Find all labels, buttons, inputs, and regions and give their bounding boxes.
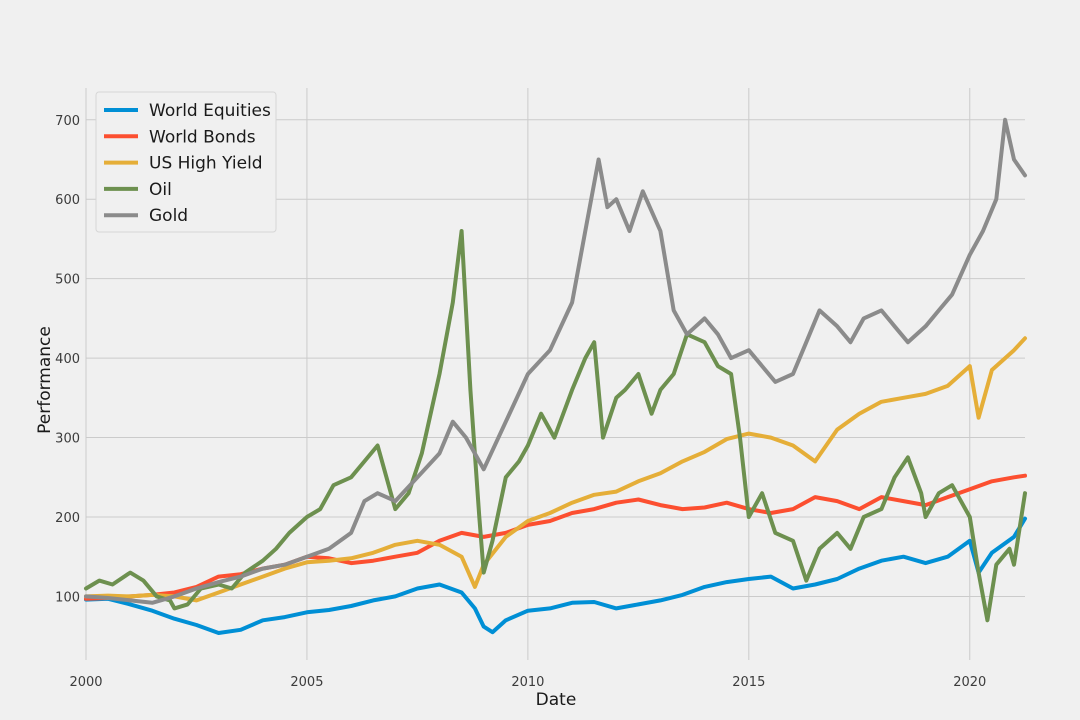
series-line-oil bbox=[84, 229, 1027, 623]
y-tick-label-500: 500 bbox=[55, 273, 80, 288]
y-tick-label-300: 300 bbox=[55, 432, 80, 447]
legend-label-gold: Gold bbox=[149, 206, 188, 226]
x-axis-label: Date bbox=[536, 690, 577, 710]
y-tick-label-600: 600 bbox=[55, 193, 80, 208]
x-tick-label-2020: 2020 bbox=[953, 675, 986, 690]
series-lines bbox=[84, 117, 1027, 635]
series-line-world-equities bbox=[84, 516, 1027, 635]
legend-label-us-high-yield: US High Yield bbox=[149, 154, 263, 174]
legend-label-world-equities: World Equities bbox=[149, 101, 271, 121]
y-axis-ticks: 100 200 300 400 500 600 700 bbox=[55, 114, 80, 606]
x-tick-label-2005: 2005 bbox=[290, 675, 323, 690]
x-tick-label-2000: 2000 bbox=[69, 675, 102, 690]
x-axis-ticks: 2000 2005 2010 2015 2020 bbox=[69, 675, 986, 690]
y-tick-label-700: 700 bbox=[55, 114, 80, 129]
legend-label-oil: Oil bbox=[149, 180, 172, 200]
legend: World Equities World Bonds US High Yield Oi… bbox=[95, 91, 277, 233]
legend-box bbox=[95, 91, 277, 233]
x-tick-label-2015: 2015 bbox=[732, 675, 765, 690]
y-tick-label-400: 400 bbox=[55, 352, 80, 367]
series-line-us-high-yield bbox=[84, 336, 1027, 603]
legend-label-world-bonds: World Bonds bbox=[149, 127, 256, 147]
x-tick-label-2010: 2010 bbox=[511, 675, 544, 690]
y-axis-label: Performance bbox=[35, 326, 55, 434]
y-tick-label-200: 200 bbox=[55, 511, 80, 526]
series-line-gold bbox=[84, 117, 1027, 605]
y-tick-label-100: 100 bbox=[55, 590, 80, 605]
